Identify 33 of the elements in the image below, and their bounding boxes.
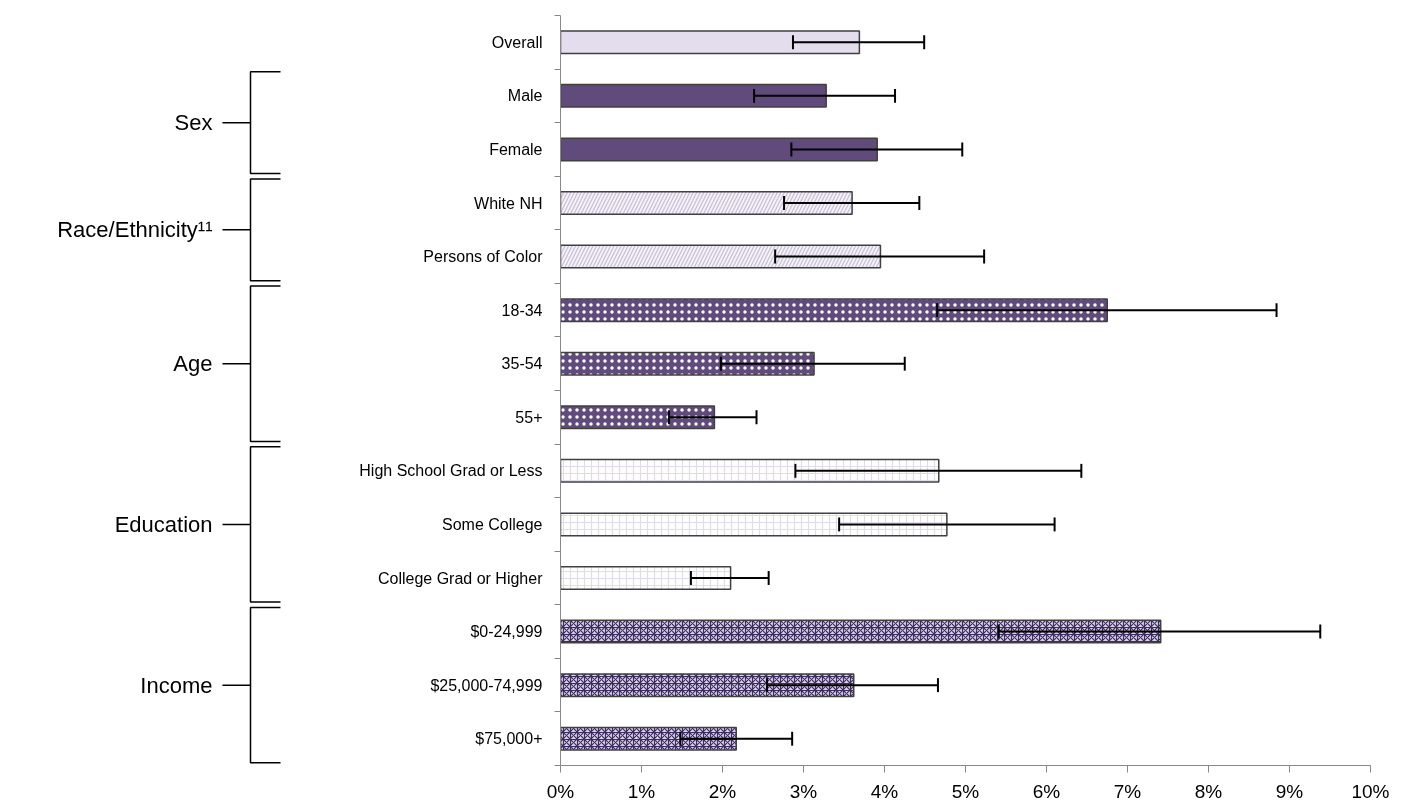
y-tick-label: Some College (442, 515, 543, 533)
text: Sex (174, 110, 213, 136)
x-tick-label: 7% (1113, 780, 1142, 802)
x-tick-label: 9% (1275, 780, 1304, 802)
bar (560, 30, 861, 55)
text: Age (173, 351, 213, 377)
x-tick-label: 5% (951, 780, 980, 802)
y-tick-label: High School Grad or Less (359, 462, 543, 480)
y-tick-label: 35-54 (501, 355, 543, 373)
bar (560, 137, 878, 162)
y-tick-label: Male (507, 87, 543, 105)
y-tick-label: Persons of Color (423, 248, 544, 266)
bar (560, 83, 827, 108)
text: Education (114, 511, 213, 537)
y-tick-label: 18-34 (501, 301, 543, 319)
text: Income (140, 672, 213, 698)
x-tick-label: 1% (627, 780, 656, 802)
y-tick-label: Female (489, 140, 543, 158)
y-tick-label: Overall (491, 33, 543, 51)
x-tick-label: 4% (870, 780, 899, 802)
text: Race/Ethnicity¹¹ (57, 217, 213, 243)
y-tick-label: $75,000+ (475, 730, 543, 748)
x-tick-label: 0% (546, 780, 575, 802)
y-tick-label: $0-24,999 (470, 623, 543, 641)
y-tick-label: $25,000-74,999 (430, 676, 543, 694)
x-tick-label: 10% (1351, 780, 1390, 802)
y-tick-label: White NH (474, 194, 543, 212)
x-tick-label: 2% (708, 780, 737, 802)
y-tick-label: College Grad or Higher (377, 569, 544, 587)
x-tick-label: 8% (1194, 780, 1223, 802)
x-tick-label: 6% (1032, 780, 1061, 802)
x-tick-label: 3% (789, 780, 818, 802)
y-tick-label: 55+ (515, 408, 543, 426)
